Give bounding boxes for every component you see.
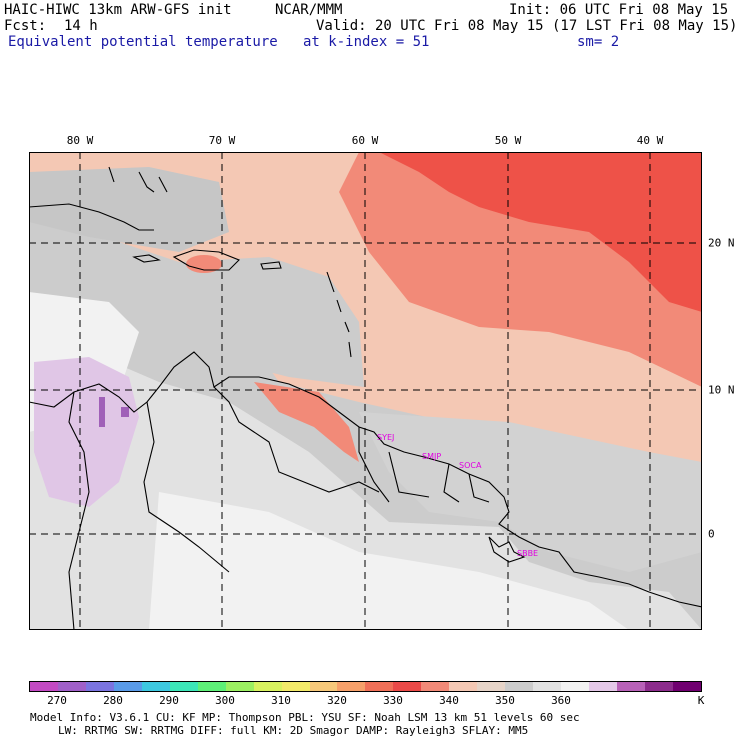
field-amazon-white xyxy=(149,492,629,630)
coast-hispaniola xyxy=(172,249,240,271)
colorbar-tick-310: 310 xyxy=(271,694,291,707)
lon-label-60w: 60 W xyxy=(351,134,379,147)
org-label: NCAR/MMM xyxy=(275,2,343,18)
colorbar-tick-330: 330 xyxy=(383,694,403,707)
station-soca: SOCA xyxy=(459,461,482,470)
forecast-hour: 14 h xyxy=(64,18,98,34)
colorbar-unit: K xyxy=(697,694,705,707)
colorbar-segment xyxy=(57,682,86,691)
colorbar-segment xyxy=(253,682,282,691)
colorbar-segment xyxy=(225,682,254,691)
field-name: Equivalent potential temperature xyxy=(8,34,278,50)
field-pacific-lavender xyxy=(34,357,139,507)
lon-label-70w: 70 W xyxy=(208,134,236,147)
colorbar-segment xyxy=(533,682,562,691)
map-frame xyxy=(29,152,702,630)
colorbar-tick-290: 290 xyxy=(159,694,179,707)
coast-cuba xyxy=(29,203,154,231)
colorbar-segment xyxy=(421,682,450,691)
colorbar-segment xyxy=(113,682,142,691)
station-syej: SYEJ xyxy=(377,433,394,442)
country-borders xyxy=(143,386,490,573)
field-atlantic-grey xyxy=(359,412,702,572)
level-info: at k-index = 51 xyxy=(303,34,430,50)
lat-label-0: 0 xyxy=(708,527,715,541)
lon-label-40w: 40 W xyxy=(636,134,664,147)
forecast-label: Fcst: xyxy=(4,18,47,34)
colorbar-segment xyxy=(617,682,645,691)
colorbar xyxy=(29,681,702,692)
coast-pacific xyxy=(68,391,90,630)
colorbar-segment xyxy=(141,682,170,691)
colorbar-segment xyxy=(169,682,198,691)
colorbar-segment xyxy=(561,682,590,691)
colorbar-segment xyxy=(449,682,478,691)
field-red-region xyxy=(379,152,702,312)
colorbar-tick-280: 280 xyxy=(103,694,123,707)
colorbar-segment xyxy=(477,682,506,691)
colorbar-segment xyxy=(393,682,422,691)
coast-puerto-rico xyxy=(260,261,282,270)
colorbar-segment xyxy=(309,682,338,691)
field-bahamas-grey xyxy=(29,167,229,252)
colorbar-segment xyxy=(281,682,310,691)
lon-label-80w: 80 W xyxy=(66,134,94,147)
colorbar-segment xyxy=(197,682,226,691)
colorbar-segment xyxy=(30,682,58,691)
colorbar-tick-360: 360 xyxy=(551,694,571,707)
coast-amazon-mouth xyxy=(488,536,526,563)
colorbar-tick-340: 340 xyxy=(439,694,459,707)
colorbar-tick-320: 320 xyxy=(327,694,347,707)
colorbar-segment xyxy=(365,682,394,691)
colorbar-tick-270: 270 xyxy=(47,694,67,707)
theta-e-map: SYEJ SMJP SOCA SBBE xyxy=(29,152,702,630)
coast-jamaica xyxy=(132,254,161,263)
station-smjp: SMJP xyxy=(422,452,441,461)
init-time: Init: 06 UTC Fri 08 May 15 xyxy=(509,2,729,18)
valid-time: Valid: 20 UTC Fri 08 May 15 (17 LST Fri … xyxy=(316,18,738,34)
coast-bahamas xyxy=(108,166,168,193)
station-sbbe: SBBE xyxy=(517,549,538,558)
field-coastal-plume xyxy=(254,382,359,462)
colorbar-segment xyxy=(589,682,618,691)
colorbar-segment xyxy=(644,682,673,691)
colorbar-segment xyxy=(337,682,366,691)
colorbar-tick-350: 350 xyxy=(495,694,515,707)
colorbar-segment xyxy=(672,682,701,691)
field-purple-spot xyxy=(99,397,105,427)
lat-label-10n: 10 N xyxy=(708,383,735,397)
colorbar-tick-300: 300 xyxy=(215,694,235,707)
model-info-line2: LW: RRTMG SW: RRTMG DIFF: full KM: 2D Sm… xyxy=(58,724,529,737)
model-title: HAIC-HIWC 13km ARW-GFS init xyxy=(4,2,232,18)
coast-lesser-antilles xyxy=(326,271,352,358)
smoothing-info: sm= 2 xyxy=(577,34,620,50)
colorbar-segment xyxy=(505,682,534,691)
colorbar-segment xyxy=(85,682,114,691)
field-purple-spot-2 xyxy=(121,407,129,417)
field-caribbean-grey xyxy=(129,257,364,387)
lat-label-20n: 20 N xyxy=(708,236,735,250)
field-hispaniola-warm xyxy=(186,255,222,273)
lon-label-50w: 50 W xyxy=(494,134,522,147)
model-info-line1: Model Info: V3.6.1 CU: KF MP: Thompson P… xyxy=(30,711,580,724)
